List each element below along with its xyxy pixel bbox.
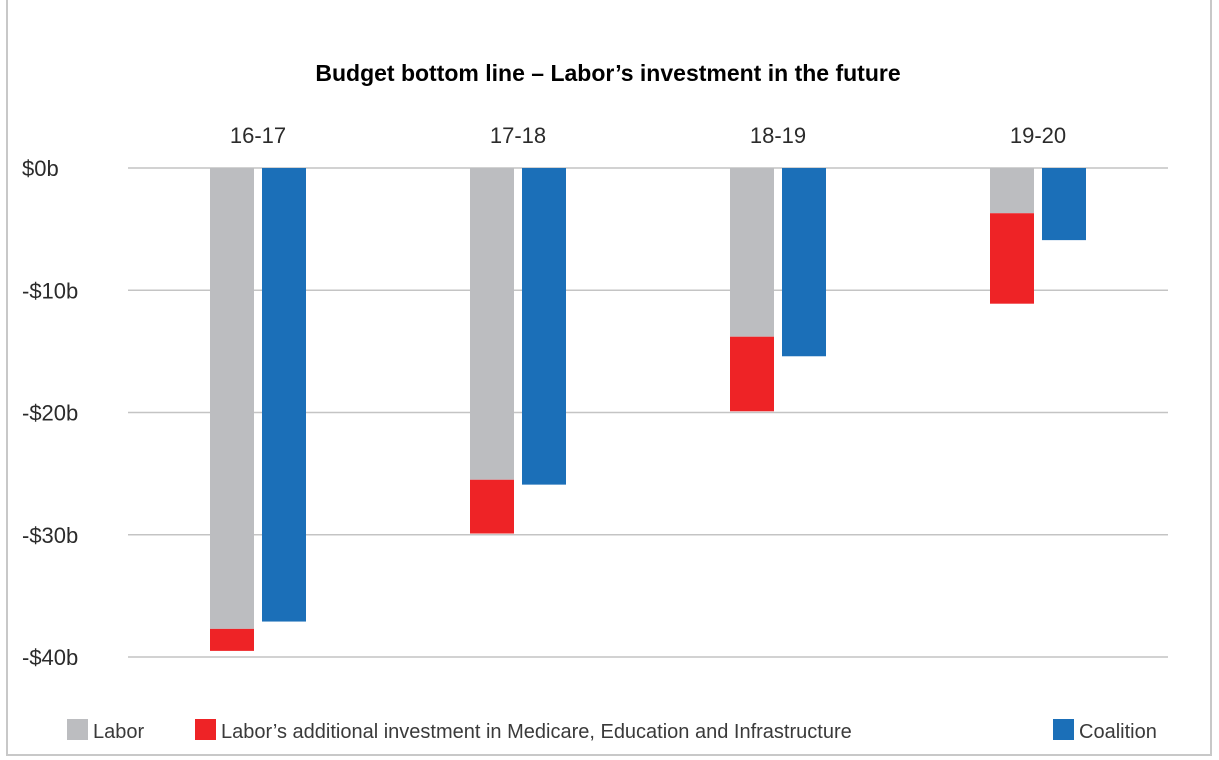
bar-labor-series-0: [990, 168, 1034, 214]
y-tick-label: -$20b: [22, 401, 78, 426]
chart-frame: [6, 0, 1212, 756]
bar-labor-series-1: [730, 336, 774, 412]
y-tick-label: -$40b: [22, 645, 78, 670]
bar-labor-series-1: [470, 479, 514, 534]
bar-coalition-series-2: [1042, 168, 1086, 241]
legend: Labor Labor’s additional investment in Me…: [67, 719, 1157, 743]
bar-coalition-series-2: [522, 168, 566, 485]
bar-labor-series-1: [210, 628, 254, 651]
category-labels: 16-17 17-18 18-19 19-20: [230, 123, 1066, 148]
category-label: 16-17: [230, 123, 286, 148]
bar-labor-series-0: [470, 168, 514, 480]
y-tick-label: -$30b: [22, 523, 78, 548]
legend-label: Labor: [93, 721, 144, 743]
bars: [210, 168, 1086, 651]
y-tick-label: -$10b: [22, 278, 78, 303]
y-axis-ticks: $0b -$10b -$20b -$30b -$40b: [22, 156, 78, 670]
category-label: 19-20: [1010, 123, 1066, 148]
y-tick-label: $0b: [22, 156, 59, 181]
bar-labor-series-1: [990, 213, 1034, 304]
bar-coalition-series-2: [262, 168, 306, 622]
legend-swatch: [1053, 719, 1074, 740]
chart-title: Budget bottom line – Labor’s investment …: [315, 60, 900, 86]
category-label: 18-19: [750, 123, 806, 148]
legend-swatch: [67, 719, 88, 740]
legend-label: Coalition: [1079, 721, 1157, 743]
legend-swatch: [195, 719, 216, 740]
bar-labor-series-0: [210, 168, 254, 629]
legend-label: Labor’s additional investment in Medicar…: [221, 721, 852, 743]
category-label: 17-18: [490, 123, 546, 148]
bar-labor-series-0: [730, 168, 774, 337]
bar-coalition-series-2: [782, 168, 826, 357]
